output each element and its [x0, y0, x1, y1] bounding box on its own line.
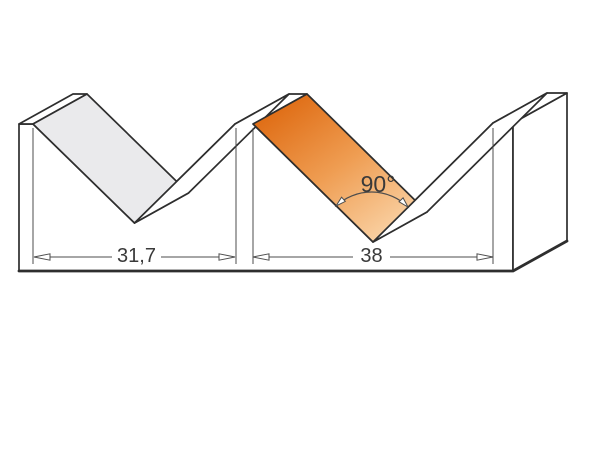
- right-groove-width-label: 38: [360, 245, 382, 267]
- dimension-right-groove: 38: [252, 128, 494, 267]
- board-body: [17, 92, 569, 273]
- dimension-left-groove: 31,7: [32, 128, 237, 267]
- dimension-arrow-right: [476, 253, 494, 261]
- angle-label: 90°: [361, 171, 396, 197]
- board-bottom-edge: [17, 239, 569, 273]
- left-groove-right-face: [133, 93, 290, 224]
- angle-arrow-left: [334, 196, 347, 208]
- dimension-arrow-left: [33, 253, 51, 261]
- angle-arrow-right: [398, 197, 410, 209]
- dimension-arrow-left: [252, 253, 270, 261]
- left-groove-width-label: 31,7: [117, 245, 156, 267]
- right-groove-right-face: [372, 92, 548, 243]
- angle-annotation: 90°: [334, 171, 410, 209]
- dimension-arrow-right: [218, 253, 236, 261]
